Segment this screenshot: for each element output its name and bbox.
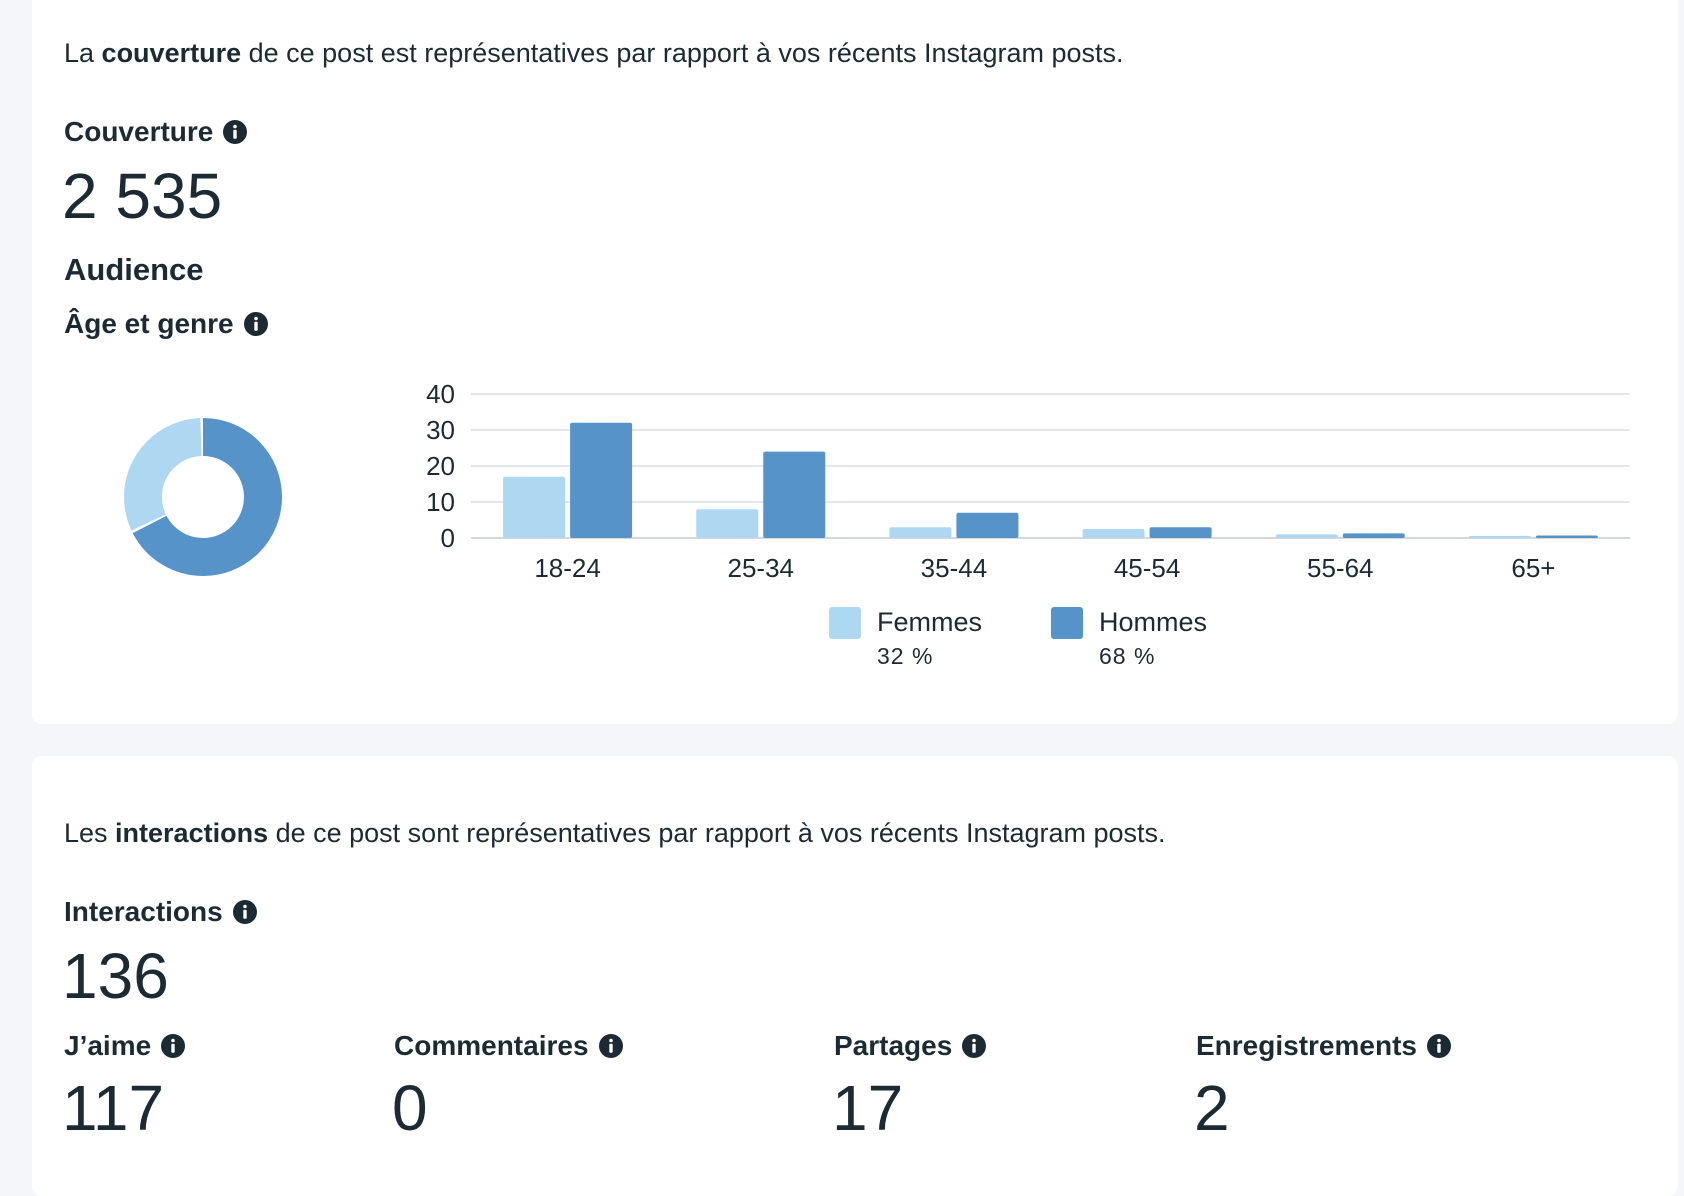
metric-comments-label-text: Commentaires xyxy=(394,1030,589,1061)
metric-likes-label-text: J’aime xyxy=(64,1030,152,1061)
legend-women-swatch xyxy=(829,607,861,639)
legend-men: Hommes 68 % xyxy=(1051,605,1207,673)
reach-label: Couverture xyxy=(64,116,248,148)
metric-shares-label: Partages xyxy=(834,1030,987,1062)
info-icon[interactable] xyxy=(1426,1034,1451,1058)
bar-hommes-35-44[interactable] xyxy=(956,512,1019,538)
donut-slice-femmes xyxy=(124,418,282,576)
interactions-card: Les interactions de ce post sont représe… xyxy=(32,756,1678,1196)
metric-saves-label-text: Enregistrements xyxy=(1196,1030,1417,1061)
y-tick-label: 10 xyxy=(426,487,455,517)
legend-men-label: Hommes xyxy=(1099,607,1208,637)
legend-women: Femmes 32 % xyxy=(829,605,982,673)
audience-title: Audience xyxy=(64,252,204,287)
bar-femmes-35-44[interactable] xyxy=(889,527,952,538)
age-gender-label: Âge et genre xyxy=(64,308,268,340)
reach-label-text: Couverture xyxy=(64,116,214,147)
metric-saves-label: Enregistrements xyxy=(1196,1030,1451,1062)
reach-intro-text: La couverture de ce post est représentat… xyxy=(64,38,1124,68)
age-gender-label-text: Âge et genre xyxy=(64,308,234,339)
reach-value: 2 535 xyxy=(62,160,223,232)
x-tick-label: 65+ xyxy=(1511,553,1555,583)
info-icon[interactable] xyxy=(243,312,268,336)
bar-hommes-45-54[interactable] xyxy=(1149,527,1212,538)
legend-men-pct: 68 % xyxy=(1099,643,1156,669)
metric-saves-value: 2 xyxy=(1194,1072,1230,1144)
bar-femmes-55-64[interactable] xyxy=(1275,534,1338,538)
age-gender-bar-chart: 0 10 20 30 40 18-24 25-34 35-44 45-54 55-64 65+ xyxy=(426,379,1630,583)
interactions-label-text: Interactions xyxy=(64,896,223,927)
bar-hommes-18-24[interactable] xyxy=(570,422,633,538)
legend-women-label: Femmes xyxy=(877,607,983,637)
metric-shares: Partages 17 xyxy=(832,1030,987,1144)
legend-women-pct: 32 % xyxy=(877,643,934,669)
legend-men-swatch xyxy=(1051,607,1083,639)
bar-femmes-45-54[interactable] xyxy=(1082,529,1145,538)
x-tick-label: 45-54 xyxy=(1114,553,1181,583)
x-tick-label: 25-34 xyxy=(728,553,795,583)
interactions-value: 136 xyxy=(62,940,169,1012)
bar-femmes-25-34[interactable] xyxy=(696,509,759,538)
metric-saves: Enregistrements 2 xyxy=(1194,1030,1451,1144)
donut-slice-hommes xyxy=(124,418,282,576)
y-tick-label: 30 xyxy=(426,415,455,445)
y-tick-label: 0 xyxy=(441,523,455,553)
info-icon[interactable] xyxy=(223,120,248,144)
interactions-intro-text: Les interactions de ce post sont représe… xyxy=(64,818,1166,848)
metric-likes-value: 117 xyxy=(62,1072,165,1144)
gender-donut-chart xyxy=(124,418,282,576)
bar-hommes-25-34[interactable] xyxy=(763,451,826,538)
info-icon[interactable] xyxy=(161,1034,186,1058)
bar-femmes-65+[interactable] xyxy=(1468,535,1531,538)
info-icon[interactable] xyxy=(598,1034,623,1058)
info-icon[interactable] xyxy=(232,900,257,924)
metric-likes: J’aime 117 xyxy=(62,1030,186,1144)
metric-shares-value: 17 xyxy=(832,1072,904,1144)
metric-comments-value: 0 xyxy=(392,1072,428,1144)
interactions-label: Interactions xyxy=(64,896,257,928)
metric-comments-label: Commentaires xyxy=(394,1030,623,1062)
metric-comments: Commentaires 0 xyxy=(392,1030,623,1144)
bar-hommes-55-64[interactable] xyxy=(1342,533,1405,538)
metric-likes-label: J’aime xyxy=(64,1030,186,1062)
x-tick-label: 35-44 xyxy=(921,553,988,583)
reach-card: La couverture de ce post est représentat… xyxy=(32,0,1678,724)
bar-hommes-65+[interactable] xyxy=(1535,535,1598,538)
metric-shares-label-text: Partages xyxy=(834,1030,953,1061)
x-tick-label: 18-24 xyxy=(534,553,601,583)
y-tick-label: 20 xyxy=(426,451,455,481)
y-tick-label: 40 xyxy=(426,379,455,409)
info-icon[interactable] xyxy=(962,1034,987,1058)
x-tick-label: 55-64 xyxy=(1307,553,1374,583)
bar-femmes-18-24[interactable] xyxy=(503,476,566,538)
